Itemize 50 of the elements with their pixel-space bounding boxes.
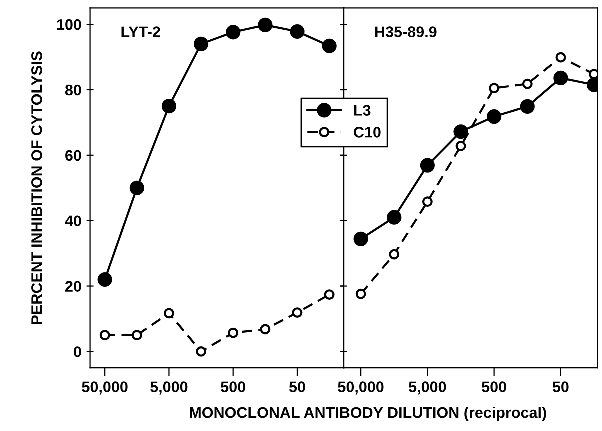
point — [522, 78, 533, 90]
point — [196, 346, 207, 357]
point — [258, 18, 273, 32]
point — [132, 330, 142, 341]
x-tick-label: 50 — [289, 382, 306, 392]
point — [322, 38, 337, 54]
x-axis-title: MONOCLONAL ANTIBODY DILUTION (reciprocal) — [190, 407, 546, 422]
point — [420, 158, 435, 173]
x-tick-label: 50,000 — [82, 382, 128, 395]
x-tick-label: 5,000 — [150, 382, 188, 395]
x-tick-label: 500 — [221, 382, 246, 392]
point — [389, 249, 400, 260]
x-tick-label: 50,000 — [338, 382, 384, 395]
y-axis-title: PERCENT INHIBITION OF CYTOLYSIS — [32, 52, 42, 324]
point — [520, 99, 535, 114]
legend-label: C10 — [354, 126, 381, 138]
point — [164, 308, 174, 319]
point — [356, 288, 366, 300]
point — [487, 110, 502, 124]
y-tick-label: 80 — [65, 84, 82, 96]
point — [554, 70, 568, 86]
point — [228, 328, 239, 338]
y-tick-label: 60 — [66, 150, 82, 162]
point — [290, 24, 305, 40]
point — [354, 232, 368, 246]
point — [162, 99, 177, 114]
y-tick-label: 20 — [66, 281, 82, 292]
x-tick-label: 5,000 — [409, 382, 446, 395]
point — [489, 83, 500, 94]
point — [194, 36, 209, 52]
point — [130, 180, 144, 196]
point — [454, 124, 468, 140]
point — [324, 290, 335, 300]
x-tick-label: 50 — [552, 382, 569, 392]
point — [456, 141, 466, 152]
text: LYT-2 — [122, 26, 160, 38]
y-tick-label: 40 — [65, 216, 82, 227]
point — [387, 210, 402, 225]
point — [100, 330, 110, 341]
point — [292, 308, 303, 318]
legend-label: L3 — [354, 105, 371, 116]
point — [226, 25, 241, 40]
y-tick-label: 100 — [57, 19, 82, 30]
point — [260, 324, 271, 335]
y-tick-label: 0 — [74, 346, 82, 358]
x-tick-label: 500 — [482, 382, 506, 392]
text: H35-89.9 — [376, 26, 437, 38]
point — [422, 196, 433, 208]
point — [556, 52, 566, 63]
point — [98, 272, 112, 288]
